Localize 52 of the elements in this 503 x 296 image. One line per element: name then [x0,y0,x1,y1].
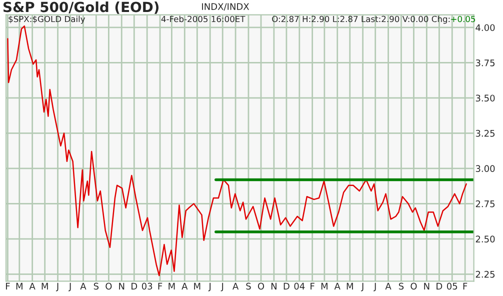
x-tick-label: F [463,282,468,290]
annotation: $SPX:$GOLD Daily [8,16,86,24]
annotation: 4-Feb-2005 16:00ET [161,16,246,22]
x-tick-label: 03 [142,282,152,290]
x-tick-label: A [80,282,86,290]
x-tick-label: J [374,282,376,292]
x-tick-label: A [232,282,239,290]
x-tick-label: M [42,282,48,290]
x-tick-label: N [119,282,124,290]
y-tick-label: 2.25 [476,270,495,278]
x-tick-label: M [321,282,328,290]
x-tick-label: M [346,282,353,290]
line-series [7,25,467,276]
x-tick-label: 04 [294,282,305,290]
x-tick-label: M [16,282,22,290]
x-tick-label: J [56,282,58,292]
y-tick-label: 4.00 [476,24,495,32]
y-tick-label: 2.75 [476,200,495,208]
annotation: O:2.87 H:2.90 L:2.87 Last:2.90 V:0.00 Chg: [272,16,450,24]
x-tick-label: J [220,282,224,292]
annotation: +0.05 [451,16,476,22]
y-tick-label: 2.50 [476,236,495,242]
x-tick-label: 05 [446,282,458,290]
y-tick-label: 3.50 [476,94,495,102]
x-tick-label: J [361,282,364,292]
x-tick-label: A [29,282,36,290]
x-tick-label: A [334,282,340,290]
x-tick-label: S [246,282,251,290]
chart-subtitle: INDX/INDX [202,3,250,11]
x-tick-label: A [385,282,392,290]
x-tick-label: N [424,282,430,290]
y-tick-label: 3.25 [476,130,495,137]
x-tick-label: S [94,282,99,290]
x-tick-label: M [168,282,175,290]
y-tick-label: 3.75 [476,59,495,66]
x-tick-label: O [106,282,112,290]
x-tick-label: O [258,282,264,290]
y-tick-label: 3.00 [476,165,495,172]
x-tick-label: F [310,282,314,290]
x-tick-label: D [284,282,290,290]
x-tick-label: J [68,282,71,292]
x-tick-label: D [436,282,442,290]
x-tick-label: N [271,282,276,290]
x-tick-label: A [182,282,188,290]
x-tick-label: D [132,282,138,290]
x-tick-label: F [6,282,10,290]
x-tick-label: S [398,282,404,290]
chart-title: S&P 500/Gold (EOD) [4,1,159,14]
x-tick-label: J [208,282,211,292]
x-tick-label: F [158,282,162,290]
x-tick-label: M [194,282,200,290]
x-tick-label: O [410,282,417,290]
